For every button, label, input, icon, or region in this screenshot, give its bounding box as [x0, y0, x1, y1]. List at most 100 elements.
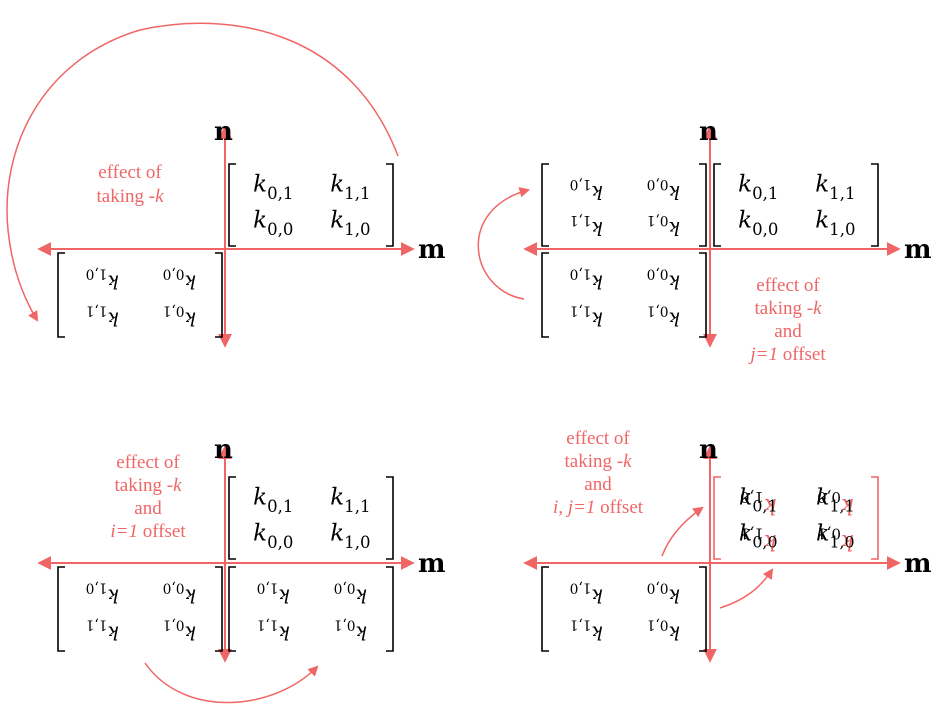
entry-symbol: k	[668, 308, 680, 330]
svg-text:k1,0: k1,0	[815, 208, 855, 239]
right-bracket	[699, 566, 707, 652]
effect-note-line: and	[134, 498, 162, 519]
left-bracket	[228, 476, 236, 560]
entry-symbol: k	[591, 217, 603, 239]
svg-text:k0,0: k0,0	[647, 176, 680, 203]
svg-text:k0,1: k0,1	[647, 212, 680, 239]
axis-label-m: m	[418, 235, 446, 265]
entry-symbol: k	[330, 172, 344, 198]
matrix-flipped: k1,0 k0,0k1,1 k0,1	[57, 566, 223, 652]
svg-text:k1,0: k1,0	[570, 265, 603, 292]
entry-subscript: 0,1	[752, 184, 778, 203]
matrix-original: k0,1 k1,1k0,0 k1,0	[739, 485, 855, 551]
entry-subscript: 0,0	[163, 579, 185, 595]
matrix-entry: k0,0	[334, 579, 367, 606]
matrix-entry: k0,1	[647, 212, 680, 239]
matrix-entry: k0,1	[334, 616, 367, 643]
axis-label-n: n	[699, 117, 718, 147]
svg-text:k0,1: k0,1	[253, 172, 293, 203]
matrix-entry: k0,1	[163, 616, 196, 643]
entry-symbol: k	[816, 521, 829, 546]
svg-text:k0,1: k0,1	[739, 485, 778, 515]
entry-symbol: k	[278, 585, 290, 607]
entry-symbol: k	[355, 585, 367, 607]
svg-text:k1,0: k1,0	[330, 208, 370, 239]
matrix-entry: k0,1	[738, 172, 778, 203]
left-bracket	[541, 566, 549, 652]
entry-subscript: 1,1	[344, 184, 370, 203]
entry-subscript: 1,0	[257, 579, 279, 595]
entry-symbol: k	[330, 208, 344, 234]
entry-symbol: k	[355, 622, 367, 644]
matrix-entry: k1,0	[330, 208, 370, 239]
matrix-entry: k0,0	[253, 521, 293, 552]
entry-subscript: 1,0	[829, 532, 854, 551]
left-bracket	[228, 566, 236, 652]
entry-symbol: k	[739, 521, 752, 546]
note-segment: i=1	[110, 521, 138, 542]
note-segment: k	[173, 475, 182, 496]
effect-note-line: i=1 offset	[110, 521, 186, 542]
note-segment: effect of	[116, 452, 180, 473]
left-bracket	[57, 566, 65, 652]
svg-text:k1,0: k1,0	[330, 521, 370, 552]
entry-symbol: k	[107, 622, 119, 644]
note-segment: k	[623, 451, 632, 472]
svg-text:k0,1: k0,1	[163, 302, 196, 329]
svg-text:k0,1: k0,1	[253, 485, 293, 516]
entry-symbol: k	[184, 308, 196, 330]
matrix-entry: k0,0	[647, 265, 680, 292]
left-bracket	[57, 252, 65, 338]
matrix-entry: k0,0	[647, 176, 680, 203]
entry-subscript: 1,1	[829, 184, 855, 203]
shift-arrow	[477, 187, 531, 300]
entry-symbol: k	[278, 622, 290, 644]
svg-text:k0,0: k0,0	[738, 208, 778, 239]
entry-subscript: 0,0	[267, 220, 293, 239]
entry-symbol: k	[330, 521, 344, 547]
entry-symbol: k	[253, 521, 267, 547]
entry-subscript: 0,0	[752, 220, 778, 239]
note-segment: j=1	[747, 344, 778, 365]
note-segment: and	[134, 498, 162, 519]
entry-subscript: 0,1	[817, 524, 841, 542]
effect-note-line: effect of	[116, 452, 180, 473]
matrix-entry: k0,0	[738, 208, 778, 239]
svg-text:k1,1: k1,1	[570, 616, 603, 643]
entry-subscript: 1,0	[86, 579, 108, 595]
axis-label-m: m	[904, 235, 932, 265]
entry-subscript: 1,1	[570, 616, 592, 632]
note-segment: taking -	[754, 298, 813, 319]
entry-subscript: 0,1	[647, 212, 669, 228]
entry-subscript: 0,1	[647, 616, 669, 632]
entry-symbol: k	[841, 494, 854, 518]
entry-subscript: 0,0	[647, 579, 669, 595]
matrix-entry: k0,0	[739, 521, 778, 551]
right-bracket	[386, 163, 394, 247]
svg-text:k1,1: k1,1	[86, 616, 119, 643]
matrix-flipped-shifted: k1,0 k0,0k1,1 k0,1	[713, 476, 879, 560]
entry-symbol: k	[184, 622, 196, 644]
matrix-entry: k0,1	[253, 485, 293, 516]
matrix-entry: k0,1	[817, 524, 854, 554]
entry-subscript: 1,1	[86, 616, 108, 632]
matrix-entry: k1,1	[330, 172, 370, 203]
note-segment: effect of	[566, 428, 630, 449]
svg-text:k1,1: k1,1	[330, 485, 370, 516]
entry-subscript: 1,1	[570, 302, 592, 318]
note-segment: taking -	[96, 186, 155, 207]
effect-note-line: effect of	[98, 162, 162, 183]
effect-note-line: effect of	[566, 428, 630, 449]
svg-text:k0,0: k0,0	[163, 579, 196, 606]
entry-symbol: k	[253, 172, 267, 198]
entry-subscript: 1,1	[86, 302, 108, 318]
entry-symbol: k	[253, 208, 267, 234]
entry-subscript: 1,0	[740, 488, 764, 506]
matrix-entry: k1,0	[740, 488, 777, 518]
entry-subscript: 0,0	[752, 532, 777, 551]
matrix-entry: k1,1	[570, 302, 603, 329]
matrix-entry: k1,1	[257, 616, 290, 643]
matrix-entry: k1,0	[815, 208, 855, 239]
